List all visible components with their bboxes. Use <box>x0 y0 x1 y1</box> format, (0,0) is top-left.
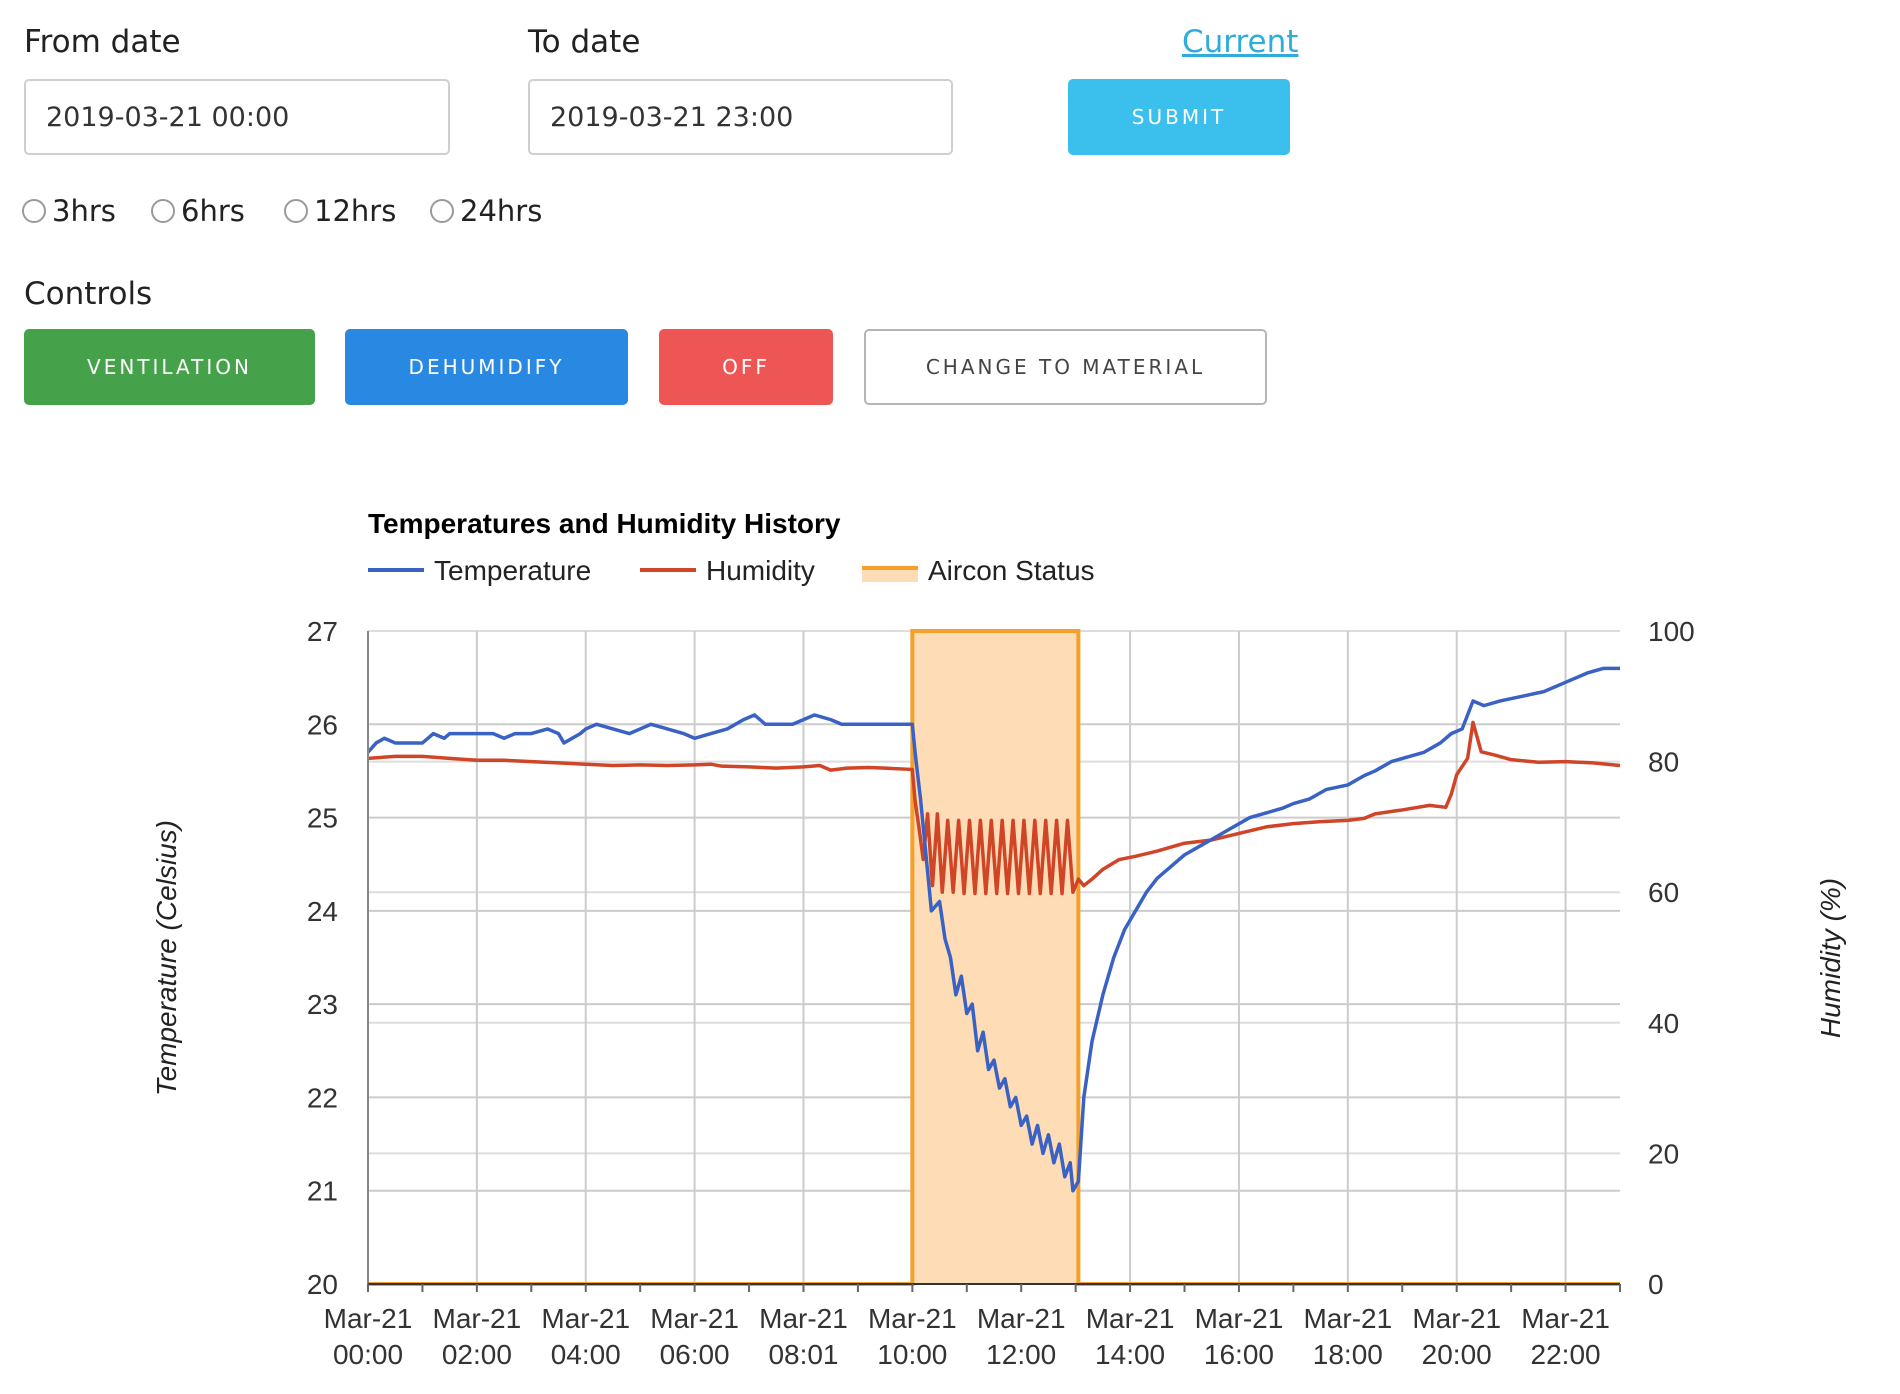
x-tick-label: Mar-21 <box>868 1303 957 1334</box>
x-tick-label: 22:00 <box>1531 1339 1601 1370</box>
x-tick-label: Mar-21 <box>1521 1303 1610 1334</box>
range-radio-12hrs[interactable]: 12hrs <box>284 194 396 228</box>
humidity-line <box>367 720 1621 896</box>
chart-title: Temperatures and Humidity History <box>368 508 841 539</box>
radio-circle-icon[interactable] <box>151 199 175 223</box>
y2-tick-label: 20 <box>1648 1138 1679 1169</box>
from-date-label: From date <box>24 24 181 60</box>
y-tick-label: 27 <box>307 616 338 647</box>
range-radio-label: 12hrs <box>314 194 397 228</box>
x-tick-label: Mar-21 <box>977 1303 1066 1334</box>
range-radio-6hrs[interactable]: 6hrs <box>151 194 245 228</box>
y2-tick-label: 0 <box>1648 1269 1664 1300</box>
legend-temperature-label[interactable]: Temperature <box>434 555 591 586</box>
radio-circle-icon[interactable] <box>22 199 46 223</box>
y2-tick-label: 100 <box>1648 616 1695 647</box>
x-tick-label: Mar-21 <box>650 1303 739 1334</box>
range-radio-label: 3hrs <box>52 194 116 228</box>
to-date-input[interactable] <box>528 79 953 155</box>
temperature-line <box>366 666 1620 1193</box>
range-radio-label: 6hrs <box>181 194 245 228</box>
x-tick-label: Mar-21 <box>759 1303 848 1334</box>
y-tick-label: 25 <box>307 803 338 834</box>
y2-tick-label: 40 <box>1648 1008 1679 1039</box>
x-tick-label: 06:00 <box>660 1339 730 1370</box>
aircon-status-area <box>912 631 1079 1284</box>
y-tick-label: 24 <box>307 896 338 927</box>
change-to-material-button[interactable]: CHANGE TO MATERIAL <box>864 329 1267 405</box>
x-tick-label: Mar-21 <box>324 1303 413 1334</box>
aircon-status-series <box>368 629 1620 1286</box>
y-axis-title: Temperature (Celsius) <box>151 820 182 1096</box>
x-tick-label: 18:00 <box>1313 1339 1383 1370</box>
radio-circle-icon[interactable] <box>430 199 454 223</box>
y2-tick-label: 80 <box>1648 747 1679 778</box>
x-tick-label: Mar-21 <box>433 1303 522 1334</box>
x-tick-label: Mar-21 <box>541 1303 630 1334</box>
range-radio-24hrs[interactable]: 24hrs <box>430 194 542 228</box>
range-radio-label: 24hrs <box>460 194 543 228</box>
dehumidify-button[interactable]: DEHUMIDIFY <box>345 329 628 405</box>
legend-humidity-label[interactable]: Humidity <box>706 555 815 586</box>
x-tick-label: 04:00 <box>551 1339 621 1370</box>
off-button[interactable]: OFF <box>659 329 833 405</box>
ventilation-button[interactable]: VENTILATION <box>24 329 315 405</box>
y2-axis-title: Humidity (%) <box>1815 878 1846 1038</box>
x-tick-label: 16:00 <box>1204 1339 1274 1370</box>
y2-tick-label: 60 <box>1648 877 1679 908</box>
to-date-label: To date <box>528 24 641 60</box>
x-tick-label: Mar-21 <box>1412 1303 1501 1334</box>
from-date-input[interactable] <box>24 79 450 155</box>
x-tick-label: 14:00 <box>1095 1339 1165 1370</box>
y-tick-label: 23 <box>307 989 338 1020</box>
x-tick-label: 20:00 <box>1422 1339 1492 1370</box>
x-tick-label: Mar-21 <box>1086 1303 1175 1334</box>
x-tick-label: 08:01 <box>768 1339 838 1370</box>
x-tick-label: 00:00 <box>333 1339 403 1370</box>
x-tick-label: 10:00 <box>877 1339 947 1370</box>
y-tick-label: 22 <box>307 1082 338 1113</box>
x-tick-label: Mar-21 <box>1195 1303 1284 1334</box>
y-tick-label: 21 <box>307 1176 338 1207</box>
controls-heading: Controls <box>24 276 153 312</box>
x-tick-label: 12:00 <box>986 1339 1056 1370</box>
x-tick-label: Mar-21 <box>1303 1303 1392 1334</box>
y-tick-label: 26 <box>307 709 338 740</box>
y-tick-label: 20 <box>307 1269 338 1300</box>
legend-aircon-label[interactable]: Aircon Status <box>928 555 1095 586</box>
chart-axes: 20 21 22 23 24 25 26 27 0 20 40 60 80 100 Mar-21 00:00 M… <box>307 616 1695 1370</box>
x-tick-label: 02:00 <box>442 1339 512 1370</box>
radio-circle-icon[interactable] <box>284 199 308 223</box>
submit-button[interactable]: SUBMIT <box>1068 79 1290 155</box>
chart-series <box>366 666 1621 1193</box>
range-radio-3hrs[interactable]: 3hrs <box>22 194 116 228</box>
current-link[interactable]: Current <box>1182 24 1299 60</box>
